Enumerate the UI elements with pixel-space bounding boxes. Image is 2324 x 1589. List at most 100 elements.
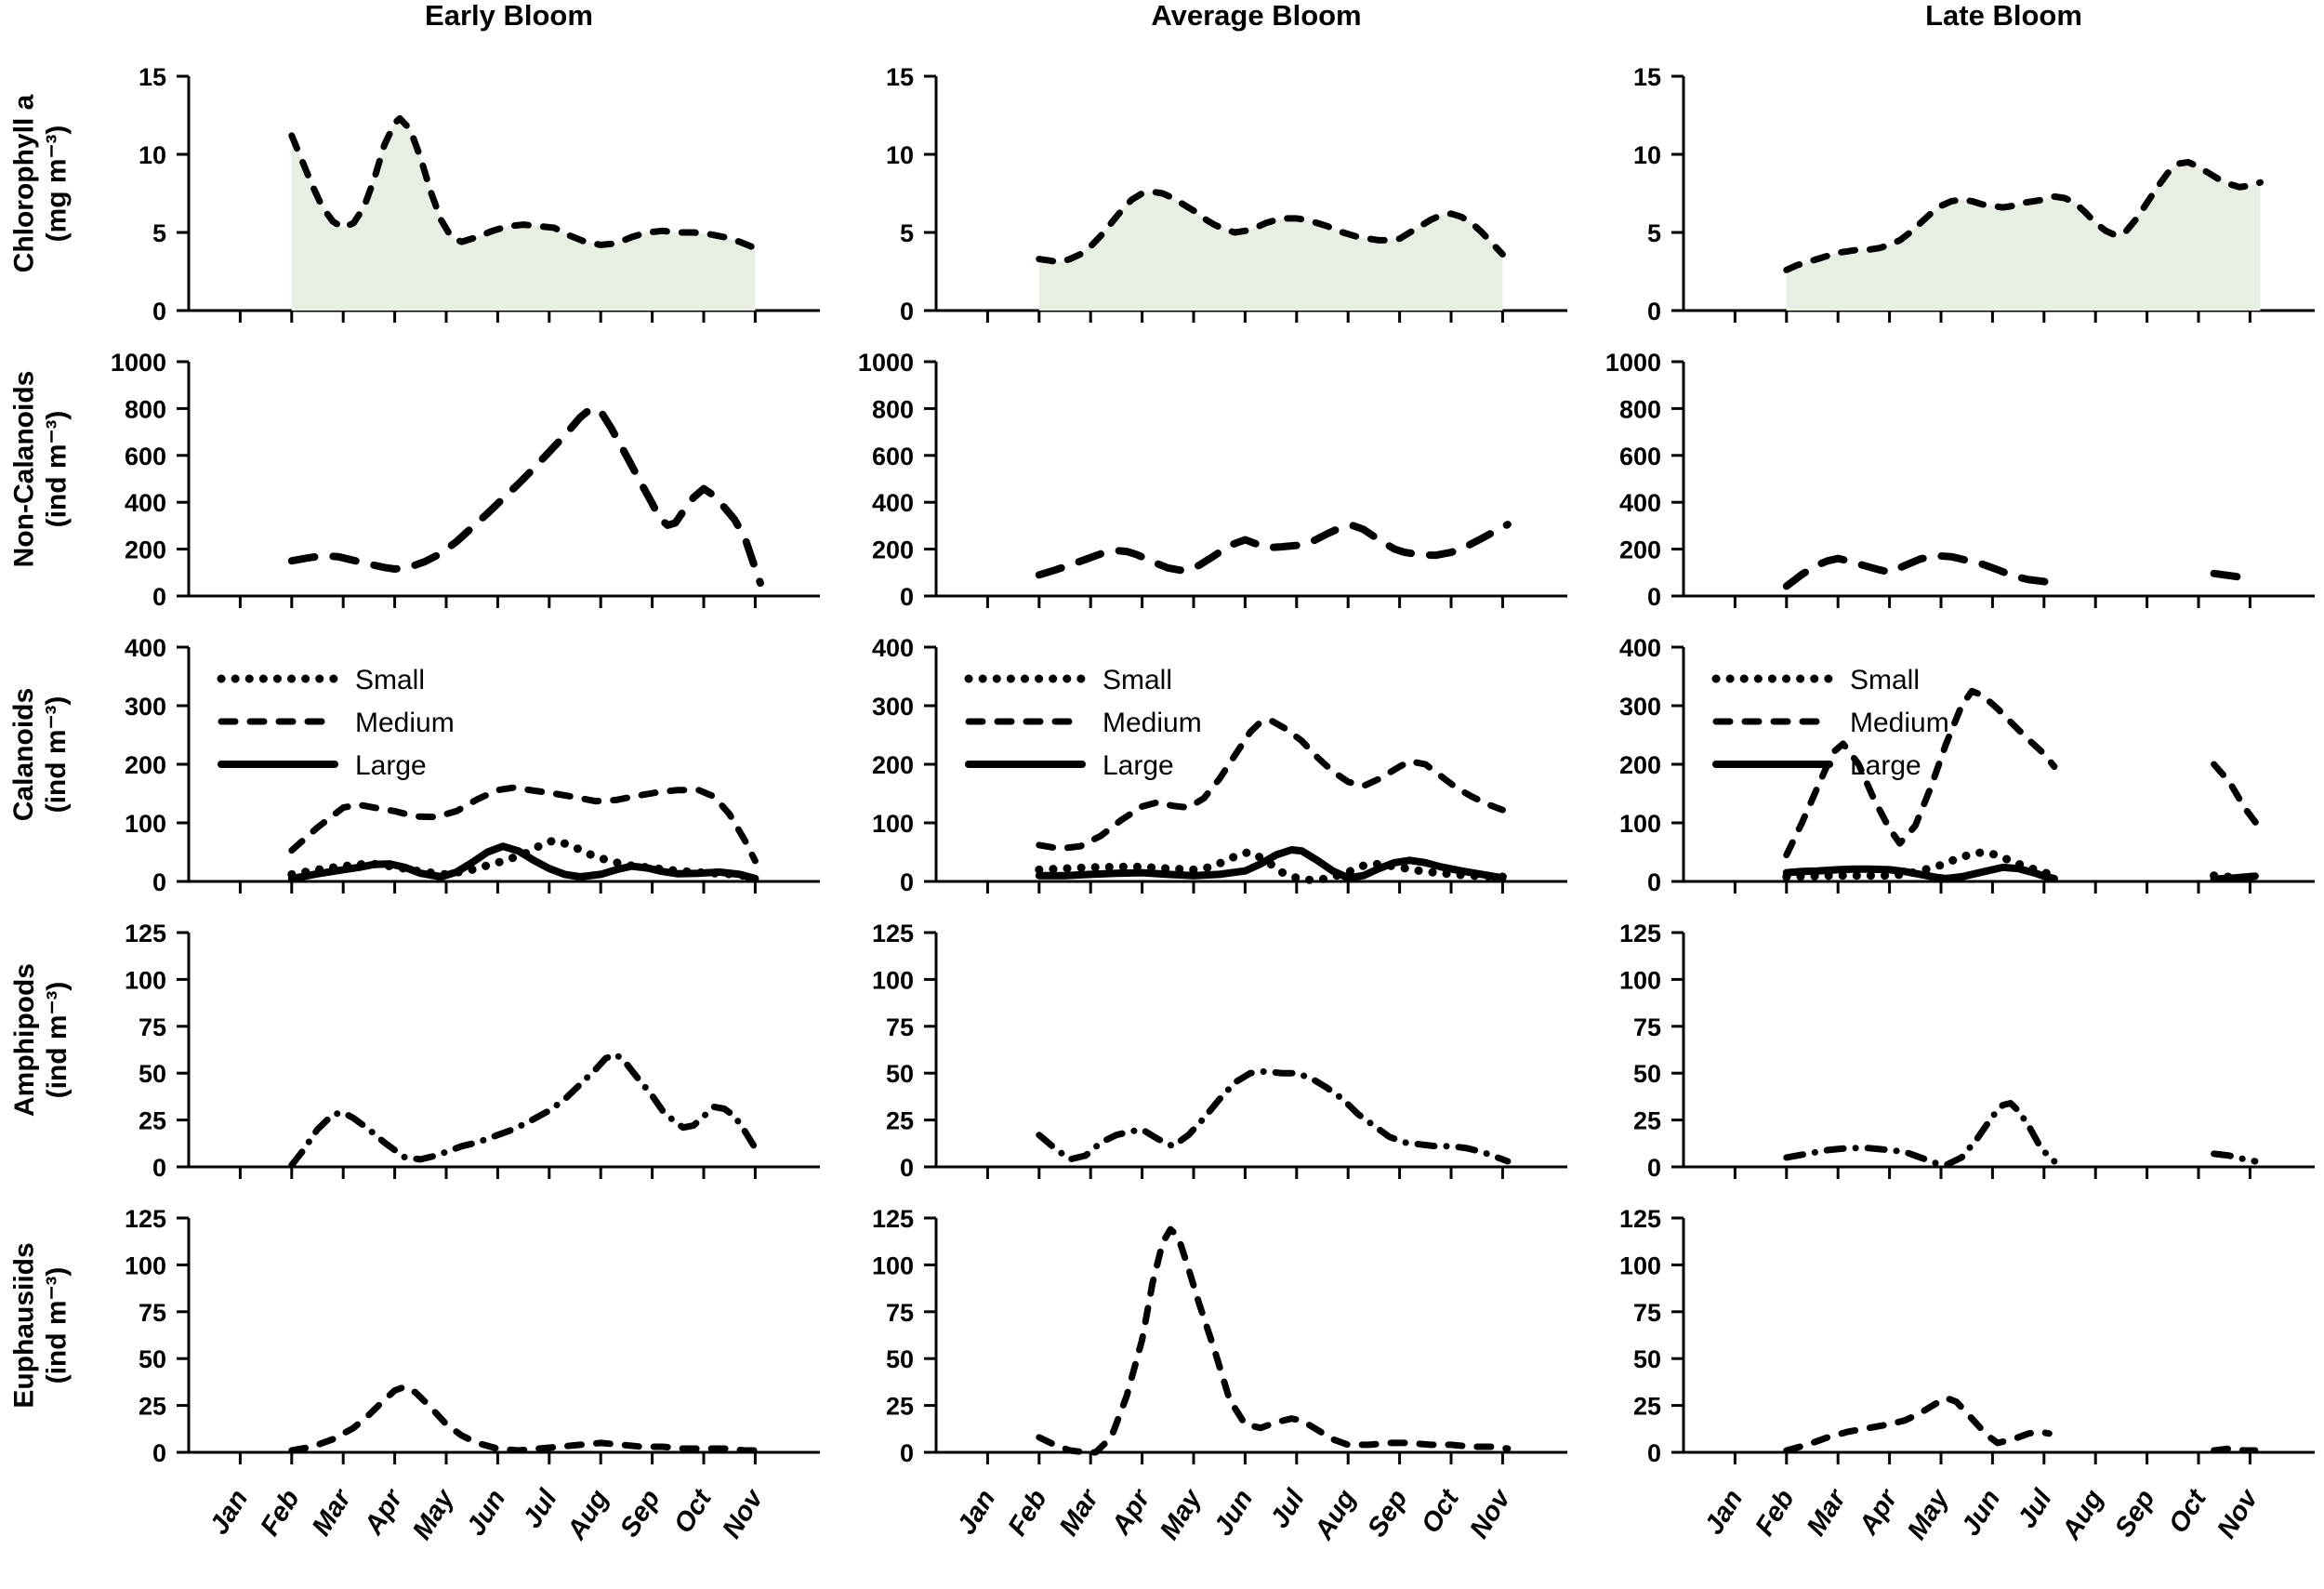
svg-text:Oct: Oct — [2163, 1484, 2212, 1539]
svg-text:75: 75 — [139, 1299, 166, 1327]
svg-text:Apr: Apr — [1853, 1483, 1904, 1541]
svg-text:1000: 1000 — [111, 349, 166, 377]
svg-text:125: 125 — [125, 920, 166, 947]
svg-text:800: 800 — [872, 395, 914, 423]
svg-text:Feb: Feb — [1002, 1485, 1052, 1542]
svg-text:May: May — [1902, 1483, 1956, 1544]
svg-text:75: 75 — [139, 1013, 166, 1041]
svg-text:10: 10 — [139, 141, 166, 169]
svg-text:50: 50 — [139, 1060, 166, 1088]
svg-text:75: 75 — [1633, 1299, 1661, 1327]
svg-text:Oct: Oct — [668, 1484, 718, 1539]
chart-svg: 0 5 10 15 — [886, 63, 1567, 325]
svg-text:Aug: Aug — [2056, 1485, 2110, 1546]
svg-text:Jun: Jun — [1956, 1485, 2006, 1542]
svg-text:5: 5 — [900, 219, 914, 247]
svg-text:10: 10 — [1633, 141, 1661, 169]
svg-text:125: 125 — [872, 920, 914, 947]
svg-text:Feb: Feb — [255, 1485, 305, 1542]
row-label-amphipods-unit: (ind m⁻³) — [41, 981, 72, 1099]
svg-text:Small: Small — [1850, 665, 1920, 695]
svg-text:100: 100 — [1619, 966, 1661, 994]
svg-text:Medium: Medium — [355, 708, 455, 738]
chart-svg: 0 200 400 600 800 1000 — [111, 349, 820, 611]
svg-text:0: 0 — [1647, 1154, 1661, 1182]
chart-svg: 0 5 10 15 — [1633, 63, 2315, 325]
chart-svg: 0 100 200 300 400 Small Medium Large — [872, 634, 1567, 896]
svg-text:Apr: Apr — [1105, 1483, 1156, 1541]
svg-text:300: 300 — [872, 693, 914, 721]
svg-text:Nov: Nov — [2212, 1483, 2265, 1543]
svg-text:10: 10 — [886, 141, 914, 169]
svg-text:400: 400 — [125, 634, 166, 662]
svg-text:200: 200 — [125, 751, 166, 779]
svg-text:1000: 1000 — [858, 349, 914, 377]
svg-text:0: 0 — [1647, 1439, 1661, 1467]
row-label-non-calanoids: Non-Calanoids (ind m⁻³) — [0, 326, 82, 612]
svg-text:Large: Large — [355, 750, 427, 781]
svg-text:1000: 1000 — [1605, 349, 1661, 377]
svg-text:50: 50 — [1633, 1345, 1661, 1373]
svg-text:Nov: Nov — [1464, 1483, 1517, 1543]
svg-text:100: 100 — [125, 810, 166, 838]
row-label-non-calanoids-name: Non-Calanoids — [8, 370, 40, 568]
column-title-late-bloom: Late Bloom — [1925, 0, 2082, 32]
svg-text:600: 600 — [872, 443, 914, 470]
svg-text:100: 100 — [1619, 810, 1661, 838]
row-label-calanoids: Calanoids (ind m⁻³) — [0, 612, 82, 897]
svg-text:Small: Small — [1103, 665, 1172, 695]
svg-text:600: 600 — [1619, 443, 1661, 470]
chart-svg: 0 25 50 75 100 125 — [1619, 920, 2315, 1182]
svg-text:Medium: Medium — [1103, 708, 1202, 738]
svg-text:100: 100 — [872, 810, 914, 838]
svg-text:Nov: Nov — [717, 1483, 770, 1543]
chart-svg: 0 100 200 300 400 Small Medium Large — [1619, 634, 2315, 896]
svg-text:0: 0 — [152, 868, 166, 896]
svg-text:25: 25 — [139, 1393, 166, 1421]
svg-text:Sep: Sep — [1362, 1485, 1413, 1543]
svg-text:0: 0 — [152, 1154, 166, 1182]
svg-text:0: 0 — [152, 583, 166, 611]
row-label-amphipods: Amphipods (ind m⁻³) — [0, 897, 82, 1183]
svg-text:0: 0 — [900, 298, 914, 325]
panel-chlorophyll-late-bloom: 0 5 10 15 — [1577, 41, 2324, 326]
svg-text:5: 5 — [1647, 219, 1661, 247]
row-label-non-calanoids-unit: (ind m⁻³) — [41, 410, 73, 528]
row-label-euphausiids: Euphausiids (ind m⁻³) — [0, 1183, 82, 1589]
row-label-calanoids-unit: (ind m⁻³) — [41, 695, 72, 814]
svg-text:100: 100 — [125, 1251, 166, 1279]
svg-text:Jan: Jan — [1699, 1485, 1750, 1540]
svg-text:600: 600 — [125, 443, 166, 470]
svg-text:Jul: Jul — [1264, 1484, 1311, 1533]
svg-text:Sep: Sep — [2109, 1485, 2160, 1543]
svg-text:Mar: Mar — [1802, 1483, 1853, 1541]
svg-text:125: 125 — [125, 1205, 166, 1233]
svg-text:800: 800 — [1619, 395, 1661, 423]
svg-text:0: 0 — [152, 298, 166, 325]
row-label-euphausiids-unit: (ind m⁻³) — [41, 1266, 73, 1384]
panel-chlorophyll-early-bloom: 0 5 10 15 — [82, 41, 829, 326]
svg-text:50: 50 — [886, 1060, 914, 1088]
svg-text:Large: Large — [1103, 750, 1174, 781]
svg-text:100: 100 — [872, 966, 914, 994]
svg-text:125: 125 — [872, 1205, 914, 1233]
svg-text:Large: Large — [1850, 750, 1921, 781]
chart-svg: 0 25 50 75 100 125 — [872, 920, 1567, 1182]
chart-svg: 0 200 400 600 800 1000 — [1605, 349, 2315, 611]
svg-text:Small: Small — [355, 665, 425, 695]
svg-text:100: 100 — [125, 966, 166, 994]
svg-text:25: 25 — [886, 1393, 914, 1421]
chart-svg: 0 100 200 300 400 Small Medium Large — [125, 634, 820, 896]
svg-text:400: 400 — [1619, 489, 1661, 517]
panel-calanoids-early-bloom: 0 100 200 300 400 Small Medium Large — [82, 612, 829, 897]
svg-text:0: 0 — [900, 868, 914, 896]
row-label-chlorophyll: Chlorophyll a (mg m⁻³) — [0, 41, 82, 326]
svg-text:Oct: Oct — [1416, 1484, 1465, 1539]
svg-text:125: 125 — [1619, 920, 1661, 947]
svg-text:400: 400 — [872, 634, 914, 662]
svg-text:Jun: Jun — [461, 1485, 511, 1542]
svg-text:15: 15 — [139, 63, 166, 91]
svg-text:50: 50 — [1633, 1060, 1661, 1088]
